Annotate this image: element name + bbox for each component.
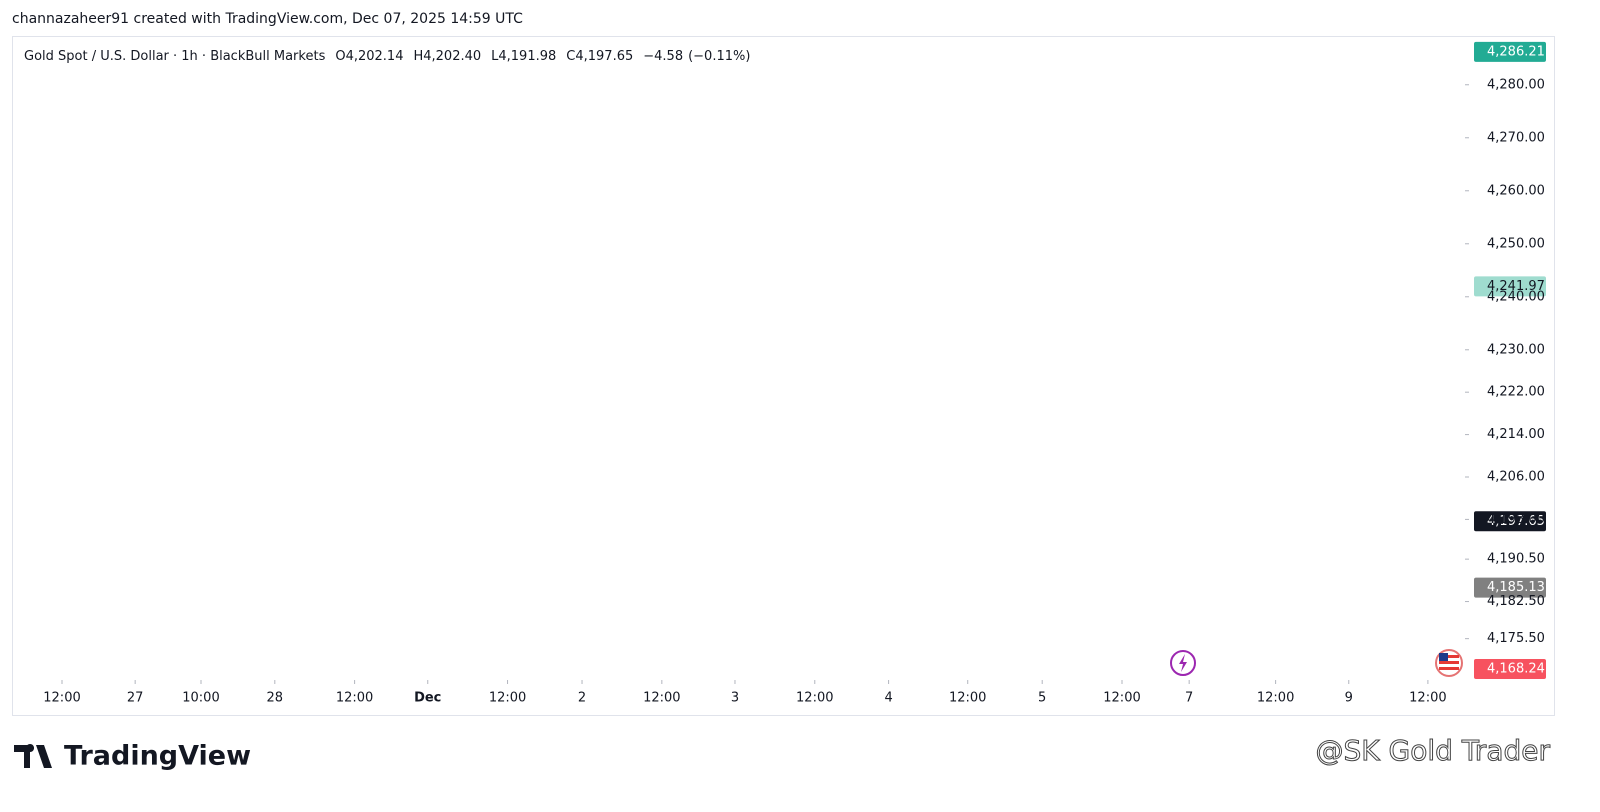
- ohlc-value: L4,191.98: [491, 49, 556, 64]
- price-label-box: [1474, 577, 1546, 598]
- flag-stripe: [1439, 661, 1459, 664]
- y-tick-label: 4,198.00: [1487, 512, 1545, 527]
- watermark: @SK Gold Trader: [1316, 734, 1551, 767]
- x-tick-label: 4: [884, 691, 892, 706]
- price-label: 4,197.65: [1487, 514, 1545, 529]
- ohlc-value: H4,202.40: [413, 49, 481, 64]
- ohlc-value: C4,197.65: [566, 49, 633, 64]
- x-tick-label: 2: [578, 691, 586, 706]
- y-tick-label: 4,222.00: [1487, 385, 1545, 400]
- overlay: 4,286.21 4,241.97 4,197.65 4,185.13 4,168.24: [1474, 41, 1546, 679]
- price-label-box: [1474, 276, 1546, 297]
- chart-title: Gold Spot / U.S. Dollar · 1h · BlackBull…: [24, 49, 326, 64]
- price-label-box: [1474, 511, 1546, 532]
- price-label: 4,286.21: [1487, 44, 1545, 59]
- y-tick-label: 4,260.00: [1487, 183, 1545, 198]
- price-label: 4,168.24: [1487, 662, 1545, 677]
- x-tick-label: 7: [1185, 691, 1193, 706]
- y-tick-label: 4,240.00: [1487, 289, 1545, 304]
- x-tick-label: 12:00: [43, 691, 80, 706]
- brand: TradingView: [64, 741, 251, 772]
- ohlc-value: −4.58: [643, 49, 683, 64]
- chart-border: [12, 36, 1555, 716]
- y-tick-label: 4,250.00: [1487, 236, 1545, 251]
- us-flag[interactable]: [1435, 649, 1463, 677]
- y-tick-label: 4,270.00: [1487, 130, 1545, 145]
- brand-logo: TradingView: [14, 741, 251, 772]
- attribution: channazaheer91 created with TradingView.…: [12, 11, 523, 27]
- flag-stripe: [1439, 655, 1459, 658]
- y-tick-label: 4,182.50: [1487, 594, 1545, 609]
- price-label-box: [1474, 41, 1546, 62]
- x-tick-label: 12:00: [336, 691, 373, 706]
- y-tick-label: 4,190.50: [1487, 552, 1545, 567]
- ohlc-value: O4,202.14: [335, 49, 403, 64]
- y-tick-label: 4,280.00: [1487, 77, 1545, 92]
- price-label: 4,185.13: [1487, 580, 1545, 595]
- logo-mark: [14, 744, 52, 768]
- x-tick-label: 12:00: [643, 691, 680, 706]
- price-label-box: [1474, 659, 1546, 679]
- flag-stripe: [1439, 667, 1459, 670]
- chart-legend: Gold Spot / U.S. Dollar · 1h · BlackBull…: [24, 49, 750, 64]
- x-tick-label: 28: [267, 691, 284, 706]
- x-tick-label: 27: [127, 691, 144, 706]
- flag-canton: [1439, 653, 1448, 661]
- x-tick-label: 5: [1038, 691, 1046, 706]
- x-tick-label: 9: [1345, 691, 1353, 706]
- y-tick-label: 4,214.00: [1487, 427, 1545, 442]
- x-tick-label: Dec: [414, 691, 441, 706]
- x-tick-label: 12:00: [949, 691, 986, 706]
- y-tick-label: 4,206.00: [1487, 469, 1545, 484]
- x-tick-label: 10:00: [182, 691, 219, 706]
- x-tick-label: 12:00: [796, 691, 833, 706]
- y-tick-label: 4,175.50: [1487, 631, 1545, 646]
- lightning: [1179, 654, 1187, 672]
- ohlc-value: (−0.11%): [688, 49, 750, 64]
- x-tick-label: 12:00: [489, 691, 526, 706]
- x-tick-label: 3: [731, 691, 739, 706]
- y-tick-label: 4,230.00: [1487, 342, 1545, 357]
- x-tick-label: 12:00: [1257, 691, 1294, 706]
- x-tick-label: 12:00: [1409, 691, 1446, 706]
- price-label: 4,241.97: [1487, 279, 1545, 294]
- x-tick-label: 12:00: [1103, 691, 1140, 706]
